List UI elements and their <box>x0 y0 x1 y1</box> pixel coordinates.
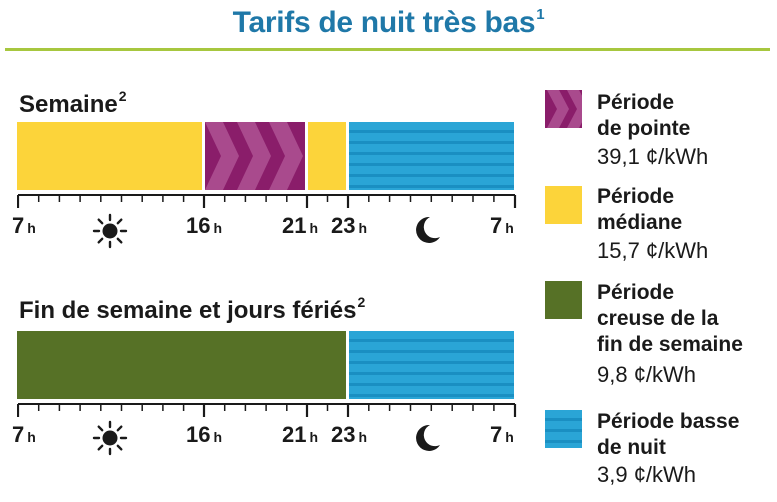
tick-hour: 7 <box>12 213 25 238</box>
legend-price-mid-peak: 15,7 ¢/kWh <box>597 238 709 263</box>
legend-title-ultra-low: Période basse de nuit <box>597 409 739 461</box>
tick-unit: h <box>27 429 36 445</box>
legend-title-mid-peak: Période médiane <box>597 184 682 236</box>
weekend-ultra-low-night <box>349 331 514 399</box>
tick-unit: h <box>309 429 319 445</box>
weekday-axis-ticks <box>17 194 517 208</box>
weekday-tick-21h: 21 h <box>282 213 318 239</box>
weekday-label: Semaine2 <box>19 88 127 119</box>
weekend-timeline-bar <box>17 331 514 399</box>
weekday-tick-23h: 23 h <box>331 213 367 239</box>
weekend-footnote: 2 <box>357 294 366 310</box>
weekend-tick-21h: 21 h <box>282 422 318 448</box>
tick-hour: 21 <box>282 422 307 447</box>
weekend-tick-16h: 16 h <box>186 422 222 448</box>
tick-unit: h <box>358 429 368 445</box>
legend-price-weekend-off-peak: 9,8 ¢/kWh <box>597 362 697 387</box>
tick-unit: h <box>27 220 36 236</box>
weekday-mid-peak-evening <box>308 122 346 190</box>
weekend-off-peak <box>17 331 346 399</box>
weekday-mid-peak-morning <box>17 122 202 190</box>
legend-swatch-weekend-off-peak <box>545 281 582 319</box>
legend-line: Période <box>597 281 675 304</box>
page-title: Tarifs de nuit très bas1 <box>0 6 777 40</box>
moon-icon <box>416 424 440 451</box>
tick-unit: h <box>358 220 368 236</box>
weekday-on-peak <box>205 122 305 190</box>
tick-hour: 16 <box>186 422 211 447</box>
weekday-footnote: 2 <box>118 88 127 104</box>
legend-line: de pointe <box>597 117 691 140</box>
legend-line: fin de semaine <box>597 333 743 356</box>
sun-icon <box>92 213 128 249</box>
legend-price-on-peak: 39,1 ¢/kWh <box>597 144 709 169</box>
on-peak-swatch-pattern <box>547 90 582 128</box>
legend-price-ultra-low: 3,9 ¢/kWh <box>597 462 697 487</box>
legend-swatch-ultra-low <box>545 410 582 448</box>
tick-unit: h <box>309 220 319 236</box>
moon-icon <box>416 216 440 243</box>
tick-hour: 23 <box>331 213 356 238</box>
weekend-tick-23h: 23 h <box>331 422 367 448</box>
title-text: Tarifs de nuit très bas <box>232 6 536 39</box>
title-footnote: 1 <box>536 6 545 23</box>
weekend-label: Fin de semaine et jours fériés2 <box>19 294 365 325</box>
tick-hour: 21 <box>282 213 307 238</box>
legend-title-on-peak: Période de pointe <box>597 90 690 142</box>
tick-hour: 7 <box>490 422 503 447</box>
tick-hour: 7 <box>12 422 25 447</box>
tick-unit: h <box>505 429 514 445</box>
weekend-label-text: Fin de semaine et jours fériés <box>19 297 357 324</box>
tick-unit: h <box>213 220 223 236</box>
weekend-axis-ticks <box>17 403 517 417</box>
weekday-axis <box>17 194 517 208</box>
tick-hour: 23 <box>331 422 356 447</box>
legend-line: Période basse <box>597 410 740 433</box>
tick-unit: h <box>213 429 223 445</box>
tick-hour: 7 <box>490 213 503 238</box>
title-divider <box>5 48 770 51</box>
legend-line: Période <box>597 185 675 208</box>
weekday-tick-16h: 16 h <box>186 213 222 239</box>
weekend-axis <box>17 403 517 417</box>
legend-swatch-on-peak <box>545 90 582 128</box>
sun-icon <box>92 420 128 456</box>
weekday-label-text: Semaine <box>19 91 118 118</box>
on-peak-chevron-pattern <box>205 122 303 190</box>
weekday-timeline-bar <box>17 122 514 190</box>
tick-unit: h <box>505 220 514 236</box>
legend-line: médiane <box>597 211 683 234</box>
tick-hour: 16 <box>186 213 211 238</box>
legend-line: de nuit <box>597 436 666 459</box>
legend-line: Période <box>597 91 675 114</box>
legend-line: creuse de la <box>597 307 719 330</box>
legend-swatch-mid-peak <box>545 186 582 224</box>
weekday-ultra-low-night <box>349 122 514 190</box>
legend-title-weekend-off-peak: Période creuse de la fin de semaine <box>597 280 743 358</box>
